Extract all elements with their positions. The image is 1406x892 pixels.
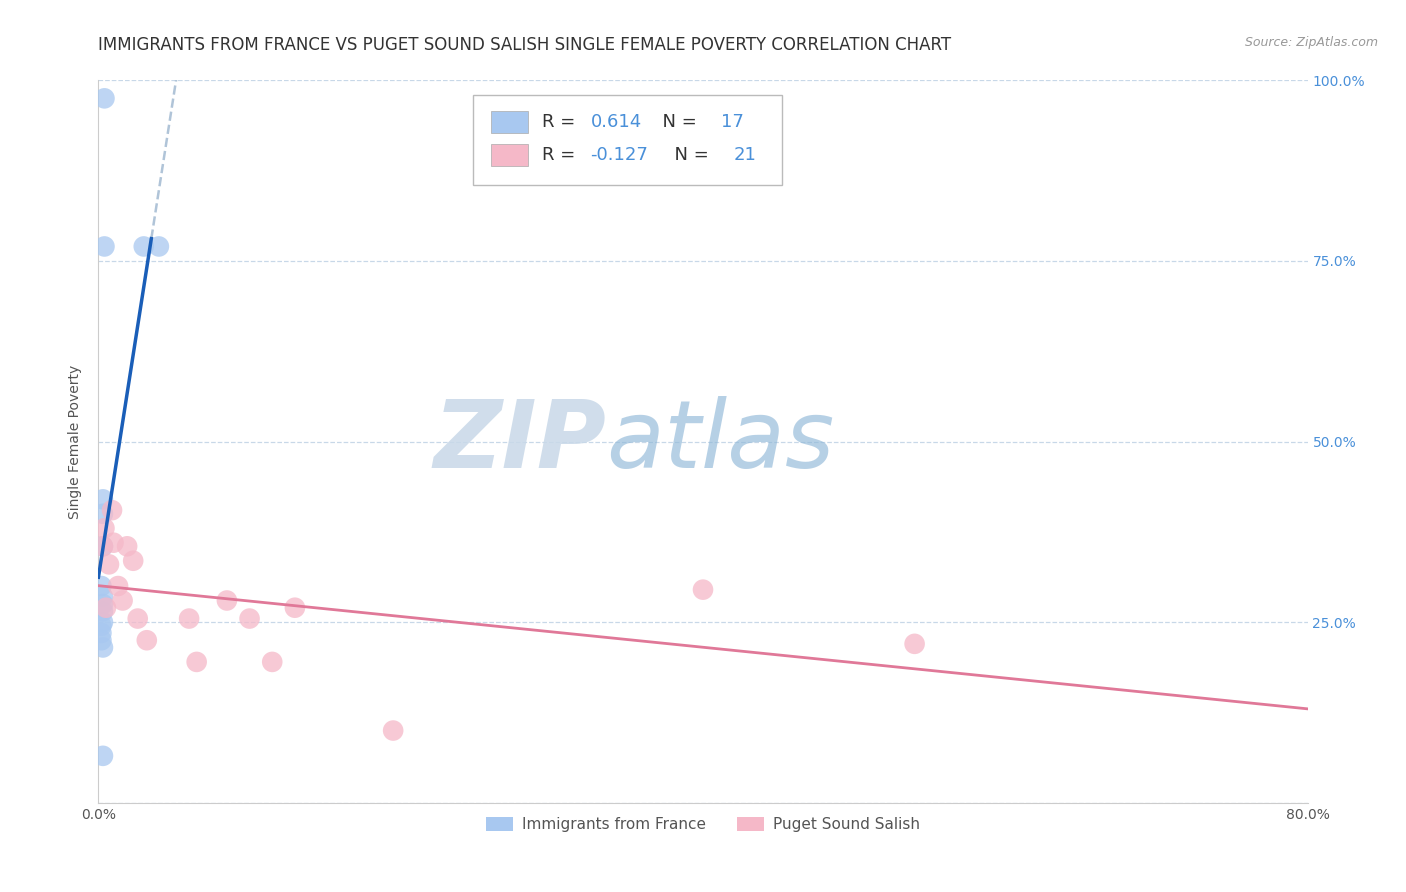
- FancyBboxPatch shape: [492, 144, 527, 166]
- Point: [101, 503, 124, 517]
- Point: [90, 633, 112, 648]
- Point: [904, 637, 927, 651]
- Text: R =: R =: [543, 145, 581, 164]
- Point: [148, 239, 170, 253]
- Text: N =: N =: [651, 113, 703, 131]
- Text: R =: R =: [543, 113, 581, 131]
- Point: [90, 579, 112, 593]
- Point: [93, 239, 115, 253]
- Point: [239, 611, 262, 625]
- Text: -0.127: -0.127: [591, 145, 648, 164]
- Point: [284, 600, 307, 615]
- Point: [91, 590, 114, 604]
- Point: [91, 640, 114, 655]
- Text: N =: N =: [664, 145, 714, 164]
- Text: 21: 21: [734, 145, 756, 164]
- FancyBboxPatch shape: [492, 112, 527, 133]
- Text: 0.614: 0.614: [591, 113, 641, 131]
- Text: 17: 17: [721, 113, 744, 131]
- Point: [215, 593, 238, 607]
- Text: Source: ZipAtlas.com: Source: ZipAtlas.com: [1244, 36, 1378, 49]
- Point: [115, 539, 138, 553]
- Point: [94, 600, 117, 615]
- Point: [93, 91, 115, 105]
- Point: [90, 619, 112, 633]
- Point: [98, 558, 121, 572]
- Point: [91, 597, 114, 611]
- Point: [111, 593, 134, 607]
- Point: [103, 535, 125, 549]
- Point: [262, 655, 284, 669]
- Text: atlas: atlas: [606, 396, 835, 487]
- Point: [91, 507, 114, 521]
- Point: [90, 626, 112, 640]
- Point: [93, 521, 115, 535]
- Point: [91, 539, 114, 553]
- Point: [122, 554, 145, 568]
- Point: [179, 611, 201, 625]
- Point: [91, 492, 114, 507]
- Text: ZIP: ZIP: [433, 395, 606, 488]
- Point: [692, 582, 714, 597]
- Point: [132, 239, 155, 253]
- Point: [107, 579, 129, 593]
- FancyBboxPatch shape: [474, 95, 782, 185]
- Point: [382, 723, 405, 738]
- Point: [186, 655, 208, 669]
- Point: [91, 604, 114, 618]
- Point: [91, 615, 114, 630]
- Point: [91, 748, 114, 763]
- Y-axis label: Single Female Poverty: Single Female Poverty: [69, 365, 83, 518]
- Point: [135, 633, 157, 648]
- Point: [91, 539, 114, 553]
- Text: IMMIGRANTS FROM FRANCE VS PUGET SOUND SALISH SINGLE FEMALE POVERTY CORRELATION C: IMMIGRANTS FROM FRANCE VS PUGET SOUND SA…: [98, 36, 952, 54]
- Legend: Immigrants from France, Puget Sound Salish: Immigrants from France, Puget Sound Sali…: [479, 811, 927, 838]
- Point: [127, 611, 149, 625]
